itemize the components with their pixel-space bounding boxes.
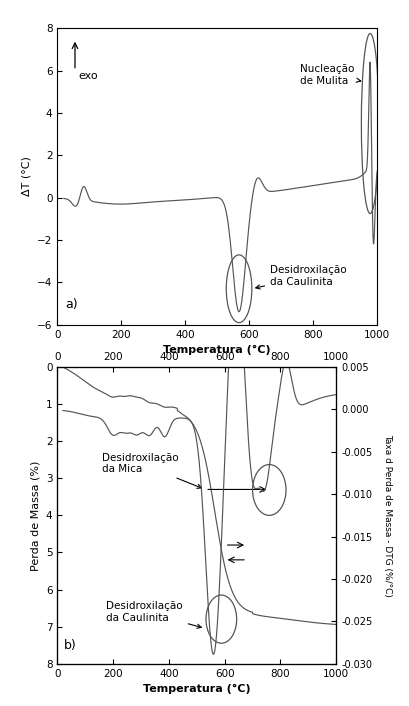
Text: a): a) <box>65 298 78 311</box>
X-axis label: Temperatura (°C): Temperatura (°C) <box>143 684 250 694</box>
Y-axis label: Taxa d Perda de Massa - DTG (%/°C): Taxa d Perda de Massa - DTG (%/°C) <box>382 434 391 597</box>
Y-axis label: Perda de Massa (%): Perda de Massa (%) <box>30 460 40 570</box>
Y-axis label: ΔT (°C): ΔT (°C) <box>22 157 31 196</box>
Text: Nucleação
de Mulita: Nucleação de Mulita <box>300 64 360 85</box>
Text: Desidroxilação
da Caulinita: Desidroxilação da Caulinita <box>106 601 201 628</box>
Text: Desidroxilação
da Mica: Desidroxilação da Mica <box>102 453 201 489</box>
Text: Desidroxilação
da Caulinita: Desidroxilação da Caulinita <box>255 265 346 289</box>
Text: exo: exo <box>78 71 98 80</box>
Text: b): b) <box>64 639 77 652</box>
X-axis label: Temperatura (°C): Temperatura (°C) <box>163 345 270 355</box>
